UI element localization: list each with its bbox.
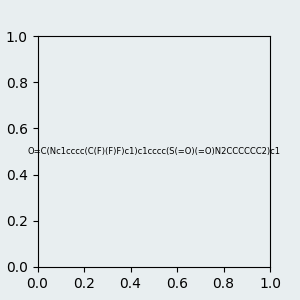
Text: O=C(Nc1cccc(C(F)(F)F)c1)c1cccc(S(=O)(=O)N2CCCCCC2)c1: O=C(Nc1cccc(C(F)(F)F)c1)c1cccc(S(=O)(=O)… [27, 147, 280, 156]
